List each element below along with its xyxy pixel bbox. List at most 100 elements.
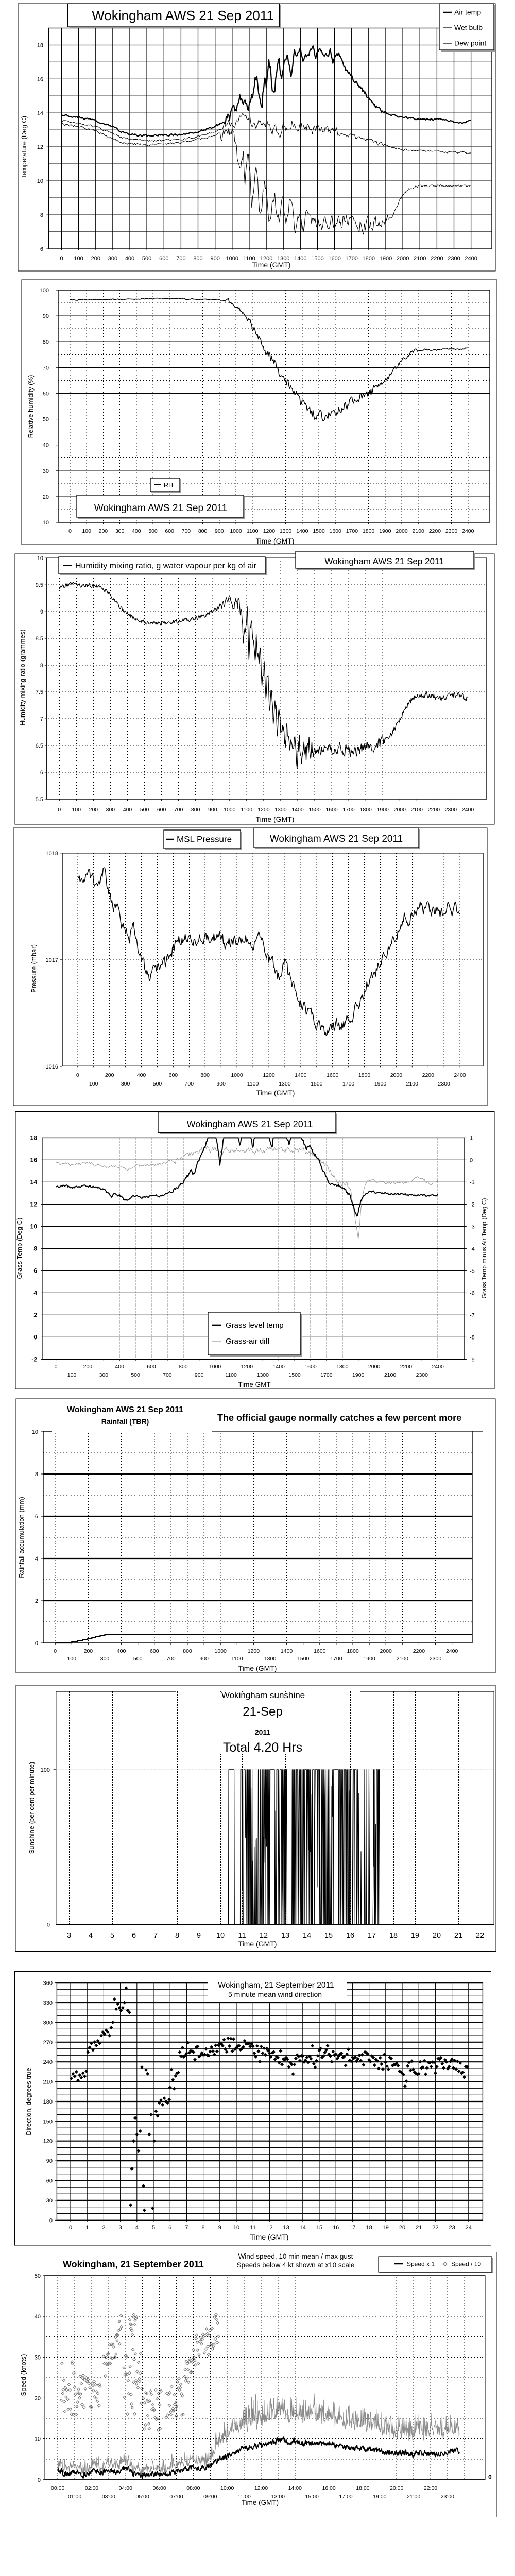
svg-text:04:00: 04:00 [119,2485,132,2492]
svg-text:1500: 1500 [311,1081,323,1087]
svg-text:1700: 1700 [346,528,358,534]
svg-text:3: 3 [119,2225,122,2231]
svg-text:2000: 2000 [380,1648,392,1654]
svg-text:1200: 1200 [248,1648,260,1654]
svg-text:700: 700 [182,528,191,534]
svg-text:Time (GMT): Time (GMT) [252,261,291,269]
svg-text:1400: 1400 [295,1072,307,1078]
svg-text:16: 16 [30,1156,38,1163]
svg-text:2100: 2100 [384,1372,397,1378]
svg-text:1500: 1500 [297,1656,310,1662]
svg-text:Grass level temp: Grass level temp [226,1321,284,1330]
svg-text:1000: 1000 [224,807,236,813]
svg-text:600: 600 [157,807,166,813]
svg-text:00:00: 00:00 [51,2485,64,2492]
svg-text:330: 330 [43,2000,53,2006]
svg-text:1: 1 [85,2225,89,2231]
svg-text:Wokingham AWS 21 Sep 2011: Wokingham AWS 21 Sep 2011 [94,503,227,514]
svg-text:2200: 2200 [428,807,440,813]
svg-text:02:00: 02:00 [85,2485,98,2492]
svg-text:07:00: 07:00 [169,2494,183,2500]
svg-text:4: 4 [35,1556,38,1562]
svg-text:Air temp: Air temp [454,8,481,16]
svg-text:1300: 1300 [257,1372,269,1378]
svg-text:6: 6 [168,2225,171,2231]
svg-text:12: 12 [30,1200,38,1208]
svg-text:19: 19 [383,2225,389,2231]
svg-text:300: 300 [115,528,125,534]
svg-text:300: 300 [106,807,115,813]
svg-text:120: 120 [43,2139,53,2145]
svg-text:1300: 1300 [274,807,287,813]
svg-text:0: 0 [76,1072,79,1078]
svg-text:10:00: 10:00 [220,2485,234,2492]
svg-text:1300: 1300 [277,256,289,262]
svg-text:300: 300 [108,256,117,262]
svg-text:2200: 2200 [413,1648,425,1654]
svg-text:10: 10 [216,1931,225,1940]
svg-text:Time (GMT): Time (GMT) [256,1089,295,1097]
svg-text:RH: RH [164,482,173,489]
svg-text:Wet bulb: Wet bulb [454,24,483,32]
svg-text:1400: 1400 [291,807,304,813]
svg-text:270: 270 [43,2040,53,2046]
svg-text:1800: 1800 [358,1072,371,1078]
svg-text:8.5: 8.5 [36,636,43,642]
svg-text:800: 800 [179,1364,188,1370]
svg-text:100: 100 [67,1372,77,1378]
svg-text:700: 700 [174,807,183,813]
svg-text:18: 18 [389,1931,398,1940]
svg-text:1800: 1800 [363,256,375,262]
svg-text:Wokingham AWS 21 Sep 2011: Wokingham AWS 21 Sep 2011 [187,1119,313,1129]
svg-text:21:00: 21:00 [407,2494,420,2500]
svg-text:5.5: 5.5 [36,796,43,803]
svg-text:22: 22 [432,2225,438,2231]
svg-text:Wokingham AWS 21 Sep 2011: Wokingham AWS 21 Sep 2011 [92,8,274,23]
svg-text:1200: 1200 [260,256,272,262]
svg-text:10: 10 [35,2436,41,2443]
svg-text:1800: 1800 [360,807,372,813]
svg-text:200: 200 [89,807,98,813]
svg-text:Speed (knots): Speed (knots) [20,2354,27,2396]
svg-text:150: 150 [43,2119,53,2125]
svg-text:30: 30 [35,2354,41,2361]
svg-text:19: 19 [411,1931,419,1940]
svg-text:240: 240 [43,2059,53,2065]
svg-text:16:00: 16:00 [322,2485,335,2492]
svg-text:2300: 2300 [445,807,457,813]
svg-text:01:00: 01:00 [68,2494,81,2500]
svg-text:-1: -1 [470,1179,475,1185]
svg-text:1600: 1600 [304,1364,317,1370]
svg-text:08:00: 08:00 [186,2485,200,2492]
svg-text:Relative humidity (%): Relative humidity (%) [27,375,35,438]
svg-text:Time (GMT): Time (GMT) [242,2499,279,2506]
svg-text:Time (GMT): Time (GMT) [250,2233,289,2241]
svg-text:5: 5 [110,1931,114,1940]
svg-text:7: 7 [153,1931,158,1940]
svg-text:100: 100 [40,287,49,294]
svg-text:21: 21 [454,1931,462,1940]
svg-text:800: 800 [183,1648,192,1654]
svg-text:2300: 2300 [445,528,458,534]
svg-text:1600: 1600 [325,807,338,813]
svg-text:600: 600 [147,1364,156,1370]
svg-text:Direction, degrees true: Direction, degrees true [25,2067,32,2136]
svg-text:6: 6 [132,1931,136,1940]
svg-text:100: 100 [72,807,81,813]
svg-text:6: 6 [40,246,43,252]
svg-text:20: 20 [35,2395,41,2401]
svg-text:-2: -2 [31,1355,37,1363]
svg-text:2000: 2000 [368,1364,381,1370]
svg-text:500: 500 [142,256,151,262]
svg-text:0: 0 [54,1648,57,1654]
svg-text:400: 400 [137,1072,146,1078]
svg-text:6: 6 [40,770,43,776]
svg-text:60: 60 [46,2178,53,2184]
svg-text:8: 8 [40,663,43,669]
svg-text:90: 90 [46,2158,53,2164]
svg-text:2: 2 [33,1311,37,1318]
svg-text:1600: 1600 [328,256,340,262]
svg-text:6: 6 [33,1267,37,1274]
svg-text:The official gauge normally ca: The official gauge normally catches a fe… [217,1413,461,1423]
svg-text:70: 70 [43,365,49,371]
